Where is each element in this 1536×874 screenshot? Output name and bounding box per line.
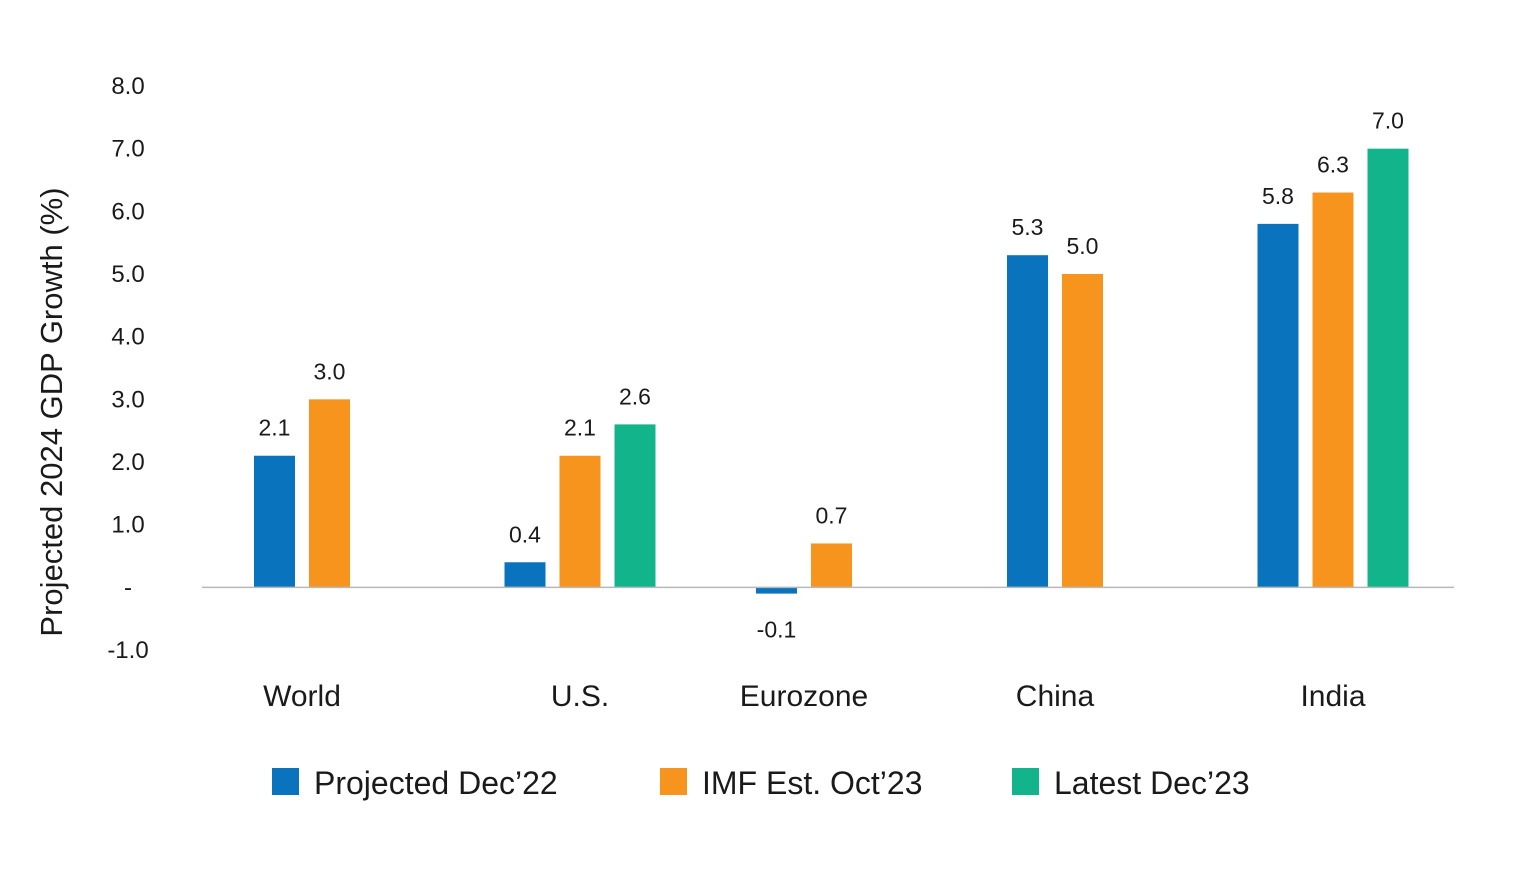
y-axis-title: Projected 2024 GDP Growth (%) [34, 187, 69, 636]
data-label-eurozone-imf-est-oct-23: 0.7 [816, 502, 848, 528]
data-label-china-imf-est-oct-23: 5.0 [1067, 233, 1099, 259]
y-tick-label: 4.0 [111, 324, 144, 351]
bar-world-imf-est-oct-23 [309, 399, 350, 588]
legend-label: Latest Dec’23 [1054, 765, 1250, 801]
legend-swatch [1012, 768, 1039, 795]
y-tick-label: 2.0 [111, 449, 144, 476]
bar-india-projected-dec-22 [1257, 223, 1299, 588]
y-tick-label: 5.0 [111, 261, 144, 288]
data-label-world-imf-est-oct-23: 3.0 [314, 358, 346, 384]
legend-swatch [272, 768, 299, 795]
category-label-india: India [1300, 680, 1365, 713]
category-label-world: World [263, 680, 341, 713]
bar-u-s-projected-dec-22 [504, 562, 546, 588]
legend: Projected Dec’22 IMF Est. Oct’23 Latest De… [272, 765, 1250, 801]
data-label-india-projected-dec-22: 5.8 [1262, 183, 1294, 209]
bar-china-imf-est-oct-23 [1062, 274, 1103, 588]
data-label-u-s-projected-dec-22: 0.4 [509, 521, 541, 547]
legend-label: Projected Dec’22 [314, 765, 558, 801]
y-tick-label: 7.0 [111, 136, 144, 163]
legend-item-imf-est-oct-23: IMF Est. Oct’23 [660, 765, 922, 801]
bar-india-imf-est-oct-23 [1312, 192, 1354, 588]
category-label-eurozone: Eurozone [740, 680, 868, 713]
bar-eurozone-imf-est-oct-23 [811, 543, 852, 588]
y-tick-label: - [124, 574, 132, 601]
y-tick-label: 6.0 [111, 198, 144, 225]
bar-india-latest-dec-23 [1367, 148, 1409, 588]
data-label-eurozone-projected-dec-22: -0.1 [757, 616, 797, 642]
y-axis-title-group: Projected 2024 GDP Growth (%) [34, 187, 69, 636]
y-tick-label: 3.0 [111, 386, 144, 413]
y-tick-label: -1.0 [107, 637, 148, 664]
legend-swatch [660, 768, 687, 795]
bar-u-s-imf-est-oct-23 [559, 455, 601, 588]
bar-china-projected-dec-22 [1007, 255, 1048, 588]
bars [254, 148, 1409, 594]
data-label-u-s-latest-dec-23: 2.6 [619, 383, 651, 409]
bar-eurozone-projected-dec-22 [756, 587, 797, 594]
legend-label: IMF Est. Oct’23 [702, 765, 922, 801]
legend-item-projected-dec-22: Projected Dec’22 [272, 765, 558, 801]
bar-u-s-latest-dec-23 [614, 424, 656, 588]
data-label-india-imf-est-oct-23: 6.3 [1317, 152, 1349, 178]
data-label-india-latest-dec-23: 7.0 [1372, 108, 1404, 134]
y-tick-label: 1.0 [111, 512, 144, 539]
bar-world-projected-dec-22 [254, 455, 295, 588]
data-label-china-projected-dec-22: 5.3 [1012, 214, 1044, 240]
y-tick-label: 8.0 [111, 73, 144, 100]
data-label-u-s-imf-est-oct-23: 2.1 [564, 415, 596, 441]
y-axis-ticks: 8.0 7.0 6.0 5.0 4.0 3.0 2.0 1.0 - -1.0 [107, 73, 148, 664]
data-label-world-projected-dec-22: 2.1 [259, 415, 291, 441]
category-label-china: China [1016, 680, 1095, 713]
category-label-u-s: U.S. [551, 680, 609, 713]
data-labels: 2.1 3.0 0.4 2.1 2.6 -0.1 0.7 5.3 5.0 5.8 6.3 7.0 [259, 108, 1404, 643]
category-labels: World U.S. Eurozone China India [263, 680, 1366, 713]
legend-item-latest-dec-23: Latest Dec’23 [1012, 765, 1250, 801]
